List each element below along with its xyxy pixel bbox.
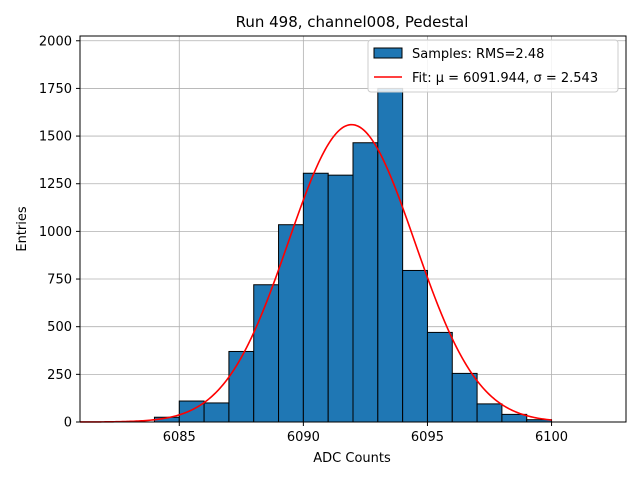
x-axis-ticks: 6085 6090 6095 6100 <box>163 422 568 445</box>
histogram-bar <box>352 142 379 423</box>
legend-samples-label: Samples: RMS=2.48 <box>412 47 544 62</box>
histogram-bar <box>377 87 404 423</box>
y-tick-label: 1500 <box>39 130 72 145</box>
histogram-bar <box>402 269 428 423</box>
histogram-bar <box>178 400 205 423</box>
x-tick-label: 6100 <box>535 430 568 445</box>
y-tick-label: 250 <box>47 368 72 383</box>
y-axis-ticks: 0 250 500 750 1000 1250 1500 1750 2000 <box>39 34 80 431</box>
histogram-bar <box>253 284 280 423</box>
legend-fit-label: Fit: μ = 6091.944, σ = 2.543 <box>412 71 598 86</box>
histogram-bar <box>228 350 255 423</box>
y-tick-label: 1750 <box>39 82 72 97</box>
histogram-bar <box>476 403 503 423</box>
histogram-bar <box>451 372 478 423</box>
y-axis-label: Entries <box>15 206 30 252</box>
y-tick-label: 1000 <box>39 225 72 240</box>
x-axis-label: ADC Counts <box>313 451 391 466</box>
legend: Samples: RMS=2.48 Fit: μ = 6091.944, σ =… <box>367 39 619 93</box>
x-tick-label: 6095 <box>411 430 444 445</box>
histogram-bar <box>278 224 304 423</box>
y-tick-label: 0 <box>64 416 72 431</box>
plot-frame <box>79 35 627 423</box>
histogram-bar <box>327 174 354 423</box>
y-tick-label: 2000 <box>39 34 72 49</box>
histogram-bar <box>426 331 453 423</box>
legend-box <box>367 39 619 93</box>
histogram-bars <box>153 87 553 423</box>
y-tick-label: 1250 <box>39 177 72 192</box>
x-tick-label: 6090 <box>287 430 320 445</box>
chart-title: Run 498, channel008, Pedestal <box>236 13 469 31</box>
histogram-bar <box>501 413 528 423</box>
legend-samples-swatch <box>373 47 403 59</box>
histogram-bar <box>203 402 230 423</box>
histogram-bar <box>302 172 329 423</box>
y-tick-label: 500 <box>47 320 72 335</box>
gaussian-fit-curve <box>80 123 552 423</box>
x-tick-label: 6085 <box>163 430 196 445</box>
y-tick-label: 750 <box>47 273 72 288</box>
